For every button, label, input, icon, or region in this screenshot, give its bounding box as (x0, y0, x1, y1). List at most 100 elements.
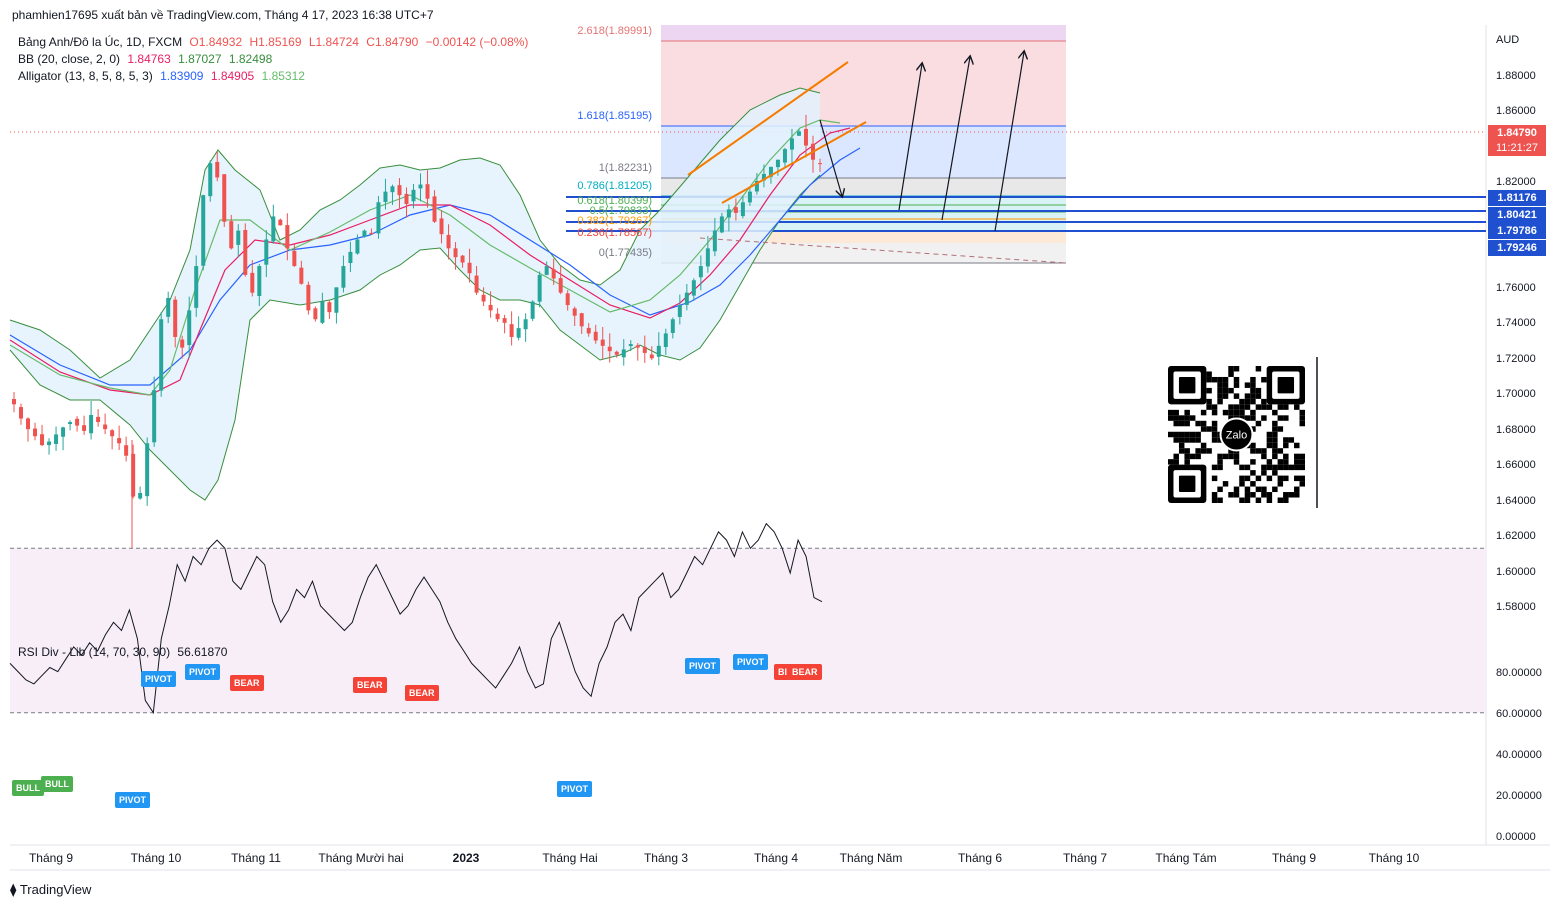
candle-body (61, 427, 66, 437)
rsi-signal-bear[interactable]: BEAR (353, 677, 387, 693)
projection-arrow (941, 57, 970, 221)
qr-module (1277, 475, 1284, 482)
qr-module (1200, 448, 1207, 454)
candle-body (740, 202, 745, 217)
qr-module (1200, 442, 1207, 449)
rsi-signal-pivot[interactable]: PIVOT (185, 664, 221, 680)
fib-label: 0.382(1.79267) (577, 215, 652, 227)
candle-body (509, 324, 514, 337)
qr-module (1239, 475, 1245, 482)
qr-module (1200, 426, 1207, 432)
qr-module (1178, 448, 1185, 454)
qr-module (1294, 492, 1300, 498)
legend-alligator[interactable]: Alligator (13, 8, 5, 8, 5, 3) 1.83909 1.… (18, 69, 309, 83)
qr-module (1283, 497, 1289, 503)
qr-module (1211, 431, 1218, 438)
qr-module (1184, 420, 1190, 427)
rsi-signal-pivot[interactable]: PIVOT (115, 792, 151, 808)
price-tick: 1.66000 (1496, 459, 1536, 471)
qr-module (1217, 382, 1223, 388)
time-label: 2023 (452, 851, 480, 865)
legend-close: C1.84790 (366, 35, 419, 49)
qr-module (1277, 404, 1284, 410)
candle-body (663, 333, 668, 348)
qr-module (1217, 437, 1223, 443)
candle-body (565, 293, 570, 306)
rsi-signal-bear[interactable]: BI (774, 664, 791, 680)
fib-zone-top (661, 25, 1066, 41)
rsi-signal-pivot[interactable]: PIVOT (557, 781, 593, 797)
rsi-signal-bull[interactable]: BULL (41, 776, 73, 792)
qr-module (1211, 420, 1218, 427)
candle-body (796, 131, 801, 136)
time-label: Tháng Mười hai (318, 851, 404, 865)
qr-module (1261, 464, 1267, 471)
price-tick: 1.62000 (1496, 530, 1536, 542)
qr-module (1299, 459, 1305, 465)
rsi-signal-bull[interactable]: BULL (12, 780, 44, 796)
qr-module (1299, 464, 1305, 471)
qr-module (1255, 420, 1262, 427)
candle-body (453, 248, 458, 258)
rsi-signal-bear[interactable]: BEAR (230, 675, 264, 691)
bollinger-band-fill (10, 88, 820, 500)
qr-module (1261, 398, 1267, 405)
qr-module (1195, 437, 1201, 443)
candle-body (68, 422, 73, 425)
candle-body (698, 266, 703, 278)
candle-body (103, 424, 108, 430)
qr-module (1228, 415, 1234, 421)
rsi-signal-pivot[interactable]: PIVOT (733, 654, 769, 670)
candle-body (642, 346, 647, 353)
candle-body (82, 425, 87, 431)
price-tick: 1.76000 (1496, 282, 1536, 294)
fib-label: 0.786(1.81205) (577, 180, 652, 192)
qr-module (1217, 464, 1223, 471)
qr-module (1255, 448, 1262, 454)
qr-module (1217, 453, 1223, 460)
candle-body (362, 230, 367, 237)
rsi-signal-bear[interactable]: BEAR (788, 664, 822, 680)
candle-body (712, 230, 717, 252)
price-tick: 1.82000 (1496, 176, 1536, 188)
qr-module (1272, 448, 1278, 454)
qr-module (1255, 497, 1262, 503)
qr-module (1206, 404, 1212, 410)
candle-body (579, 313, 584, 327)
candle-body (40, 434, 45, 446)
qr-module (1261, 404, 1267, 410)
current-price-tag: 1.84790 (1488, 125, 1546, 141)
qr-module (1250, 448, 1256, 454)
qr-module (1211, 404, 1218, 410)
qr-module (1283, 459, 1289, 465)
axis-currency: AUD (1496, 34, 1520, 46)
qr-module (1233, 366, 1240, 372)
bb-basis: 1.84763 (127, 52, 171, 66)
candle-body (628, 344, 633, 347)
rsi-signal-pivot[interactable]: PIVOT (141, 671, 177, 687)
time-label: Tháng Năm (839, 851, 903, 865)
rsi-signal-pivot[interactable]: PIVOT (685, 658, 721, 674)
candle-body (313, 308, 318, 320)
qr-module (1255, 387, 1262, 394)
candle-body (439, 218, 444, 235)
qr-module (1184, 431, 1190, 438)
time-label: Tháng 10 (130, 851, 182, 865)
legend-bb[interactable]: BB (20, close, 2, 0) 1.84763 1.87027 1.8… (18, 52, 276, 66)
qr-module (1288, 437, 1295, 443)
price-tick: 1.70000 (1496, 388, 1536, 400)
qr-module (1255, 475, 1262, 482)
rsi-signal-bear[interactable]: BEAR (405, 685, 439, 701)
qr-module (1228, 387, 1234, 394)
price-tick: 1.64000 (1496, 495, 1536, 507)
candle-body (425, 184, 430, 199)
candle-body (19, 407, 24, 419)
candle-body (96, 416, 101, 423)
legend-rsi[interactable]: RSI Div - Lib (14, 70, 30, 90) 56.61870 (18, 645, 231, 659)
candle-body (586, 327, 591, 334)
qr-module (1233, 409, 1240, 416)
candle-body (180, 339, 185, 348)
rsi-line (9, 522, 823, 715)
qr-module (1244, 415, 1251, 421)
